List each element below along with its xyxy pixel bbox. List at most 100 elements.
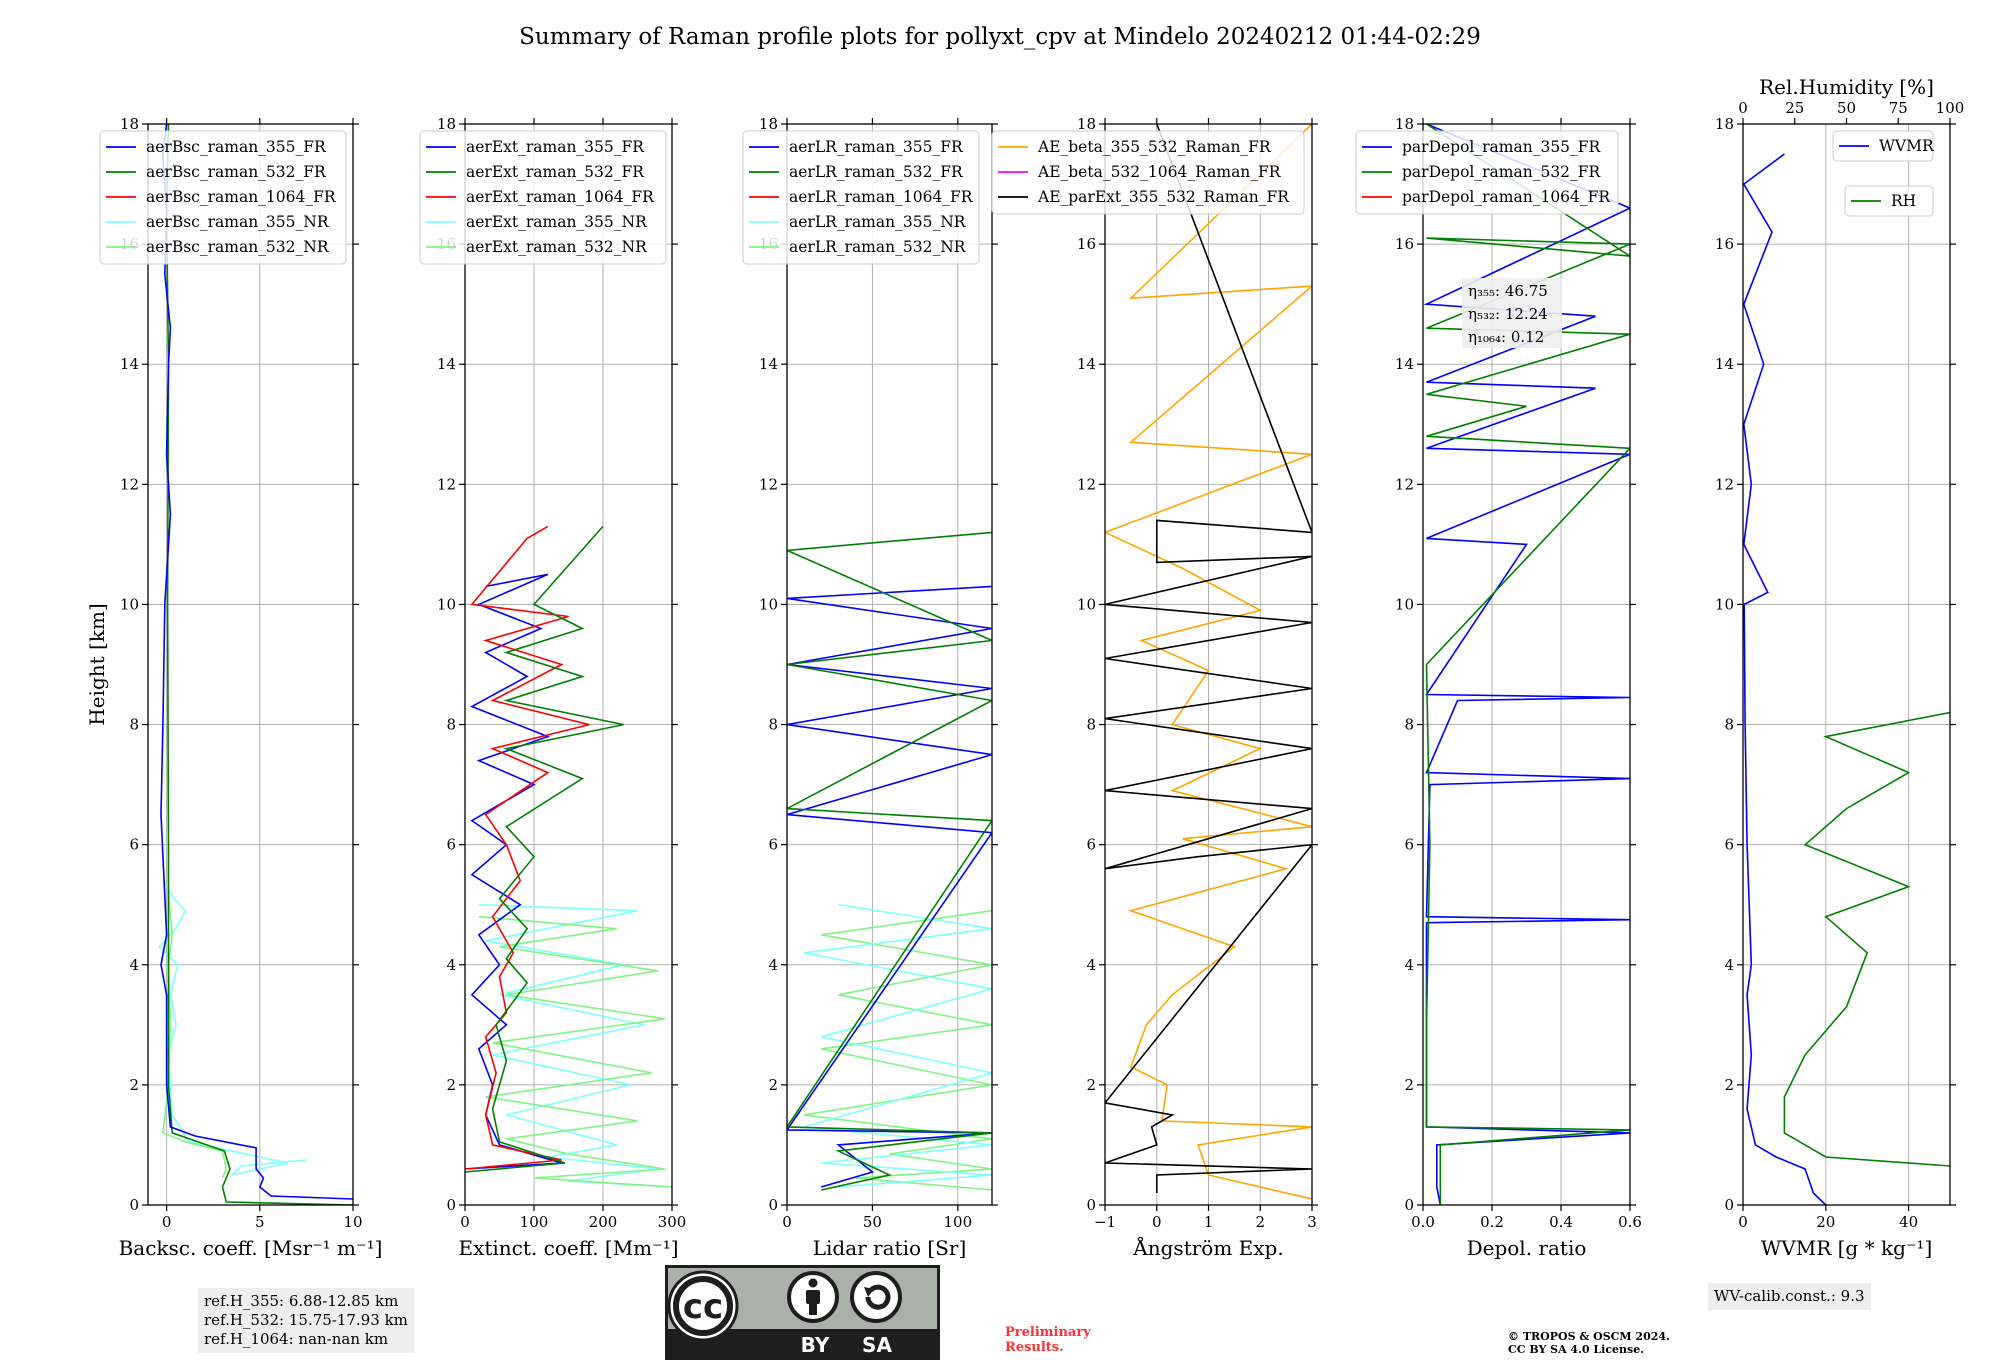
axes-frame [147,123,354,1206]
cc-sa-label: SA [862,1333,892,1357]
x-tick-label: −1 [1094,1213,1116,1231]
x-tick-label: 0.4 [1549,1213,1573,1231]
series-line-pardepol-raman-532-fr [1425,124,1630,1205]
y-tick-label: 18 [120,115,139,133]
legend-label: aerBsc_raman_355_FR [146,138,327,156]
figure-title: Summary of Raman profile plots for polly… [519,24,1481,50]
axes-frame [1422,123,1631,1206]
x-axis-label: Ångström Exp. [1132,1235,1283,1260]
y-tick-label: 6 [768,836,778,854]
y-tick-label: 4 [129,956,139,974]
series-line-wvmr [1743,153,1827,1205]
y-tick-label: 12 [1077,475,1096,493]
y-tick-label: 8 [1404,716,1414,734]
y-tick-label: 4 [446,956,456,974]
series-line-aerbsc-raman-355-nr [158,880,307,1177]
legend-label: aerLR_raman_1064_FR [789,188,974,206]
wv-calibration-box: WV-calib.const.: 9.3 [1708,1283,1871,1310]
legend-label: parDepol_raman_355_FR [1402,138,1602,156]
x-tick-label: 10 [343,1213,362,1231]
copyright-note: © TROPOS & OSCM 2024. CC BY SA 4.0 Licen… [1508,1330,1670,1356]
axes-frame [464,123,673,1206]
depol-calibration-annotation: η₃₅₅: 46.75 η₅₃₂: 12.24 η₁₀₆₄: 0.12 [1462,278,1562,348]
series-line-aerext-raman-532-fr [465,525,624,1173]
y-tick-label: 6 [1086,836,1096,854]
y-tick-label: 12 [120,475,139,493]
preliminary-results-note: Preliminary Results. [1005,1325,1091,1355]
x-tick-label: 0 [162,1213,172,1231]
ref-h-1064: ref.H_1064: nan-nan km [204,1330,389,1348]
legend-label: RH [1891,192,1916,210]
y-tick-label: 18 [1395,115,1414,133]
y-tick-label: 2 [129,1076,139,1094]
panels: 0510024681012141618Backsc. coeff. [Msr⁻¹… [85,75,1965,1260]
y-tick-label: 16 [1077,235,1096,253]
y-tick-label: 8 [129,716,139,734]
y-tick-label: 14 [1715,355,1734,373]
y-tick-label: 0 [1724,1196,1734,1214]
y-tick-label: 12 [437,475,456,493]
axes-frame [1742,123,1951,1206]
x-tick-label: 40 [1899,1213,1918,1231]
y-tick-label: 18 [1715,115,1734,133]
panel-wvmr: 0 20 40 0 2 4 6 8 10 12 14 16 18 WVMR [g * kg⁻¹] 0 25 50… [1715,75,1965,1260]
series-line-ae-beta-355-532-raman-fr [1105,124,1312,1200]
cc-by-sa-logo: cc BY SA [665,1265,940,1360]
legend: WVMR [1832,130,1935,162]
y-tick-label: 0 [129,1196,139,1214]
panel-lidar_ratio: 050100024681012141618Lidar ratio [Sr]aer… [742,115,998,1260]
y-tick-label: 14 [120,355,139,373]
y-tick-label: 4 [768,956,778,974]
y-tick-label: 12 [1715,475,1734,493]
y-tick-label: 2 [1724,1076,1734,1094]
y-tick-label: 2 [446,1076,456,1094]
y-tick-label: 16 [1715,235,1734,253]
annotation-line: η₃₅₅: 46.75 [1468,282,1548,300]
x-tick-label: 0.2 [1480,1213,1504,1231]
legend: parDepol_raman_355_FR parDepol_raman_532_… [1355,130,1619,215]
top-x-tick-label: 75 [1889,99,1908,117]
y-tick-label: 2 [1086,1076,1096,1094]
top-x-tick-label: 100 [1936,99,1965,117]
y-tick-label: 2 [768,1076,778,1094]
annotation-line: η₅₃₂: 12.24 [1468,305,1548,323]
x-tick-label: 5 [255,1213,265,1231]
legend: AE_beta_355_532_Raman_FR AE_beta_532_1064… [991,130,1305,215]
y-tick-label: 10 [1395,595,1414,613]
series-line-aerlr-raman-532-fr [787,531,992,1191]
x-tick-label: 1 [1204,1213,1214,1231]
y-tick-label: 14 [1077,355,1096,373]
y-tick-label: 10 [1715,595,1734,613]
cc-by-label: BY [801,1333,830,1357]
legend-label: aerExt_raman_532_NR [466,238,648,256]
y-tick-label: 14 [437,355,456,373]
legend-label: aerLR_raman_355_NR [789,213,967,231]
series-line-aerext-raman-1064-fr [465,525,590,1170]
series-line-aerlr-raman-355-nr [803,903,992,1188]
series-line-rh [1783,711,1950,1167]
x-tick-label: 2 [1255,1213,1265,1231]
top-x-tick-label: 25 [1785,99,1804,117]
y-tick-label: 0 [1404,1196,1414,1214]
series-line-aerbsc-raman-355-fr [160,124,353,1200]
legend-label: aerExt_raman_355_NR [466,213,648,231]
x-tick-label: 0 [460,1213,470,1231]
y-tick-label: 12 [759,475,778,493]
legend-label: aerLR_raman_532_FR [789,163,964,181]
y-tick-label: 16 [1395,235,1414,253]
copyright-line-1: © TROPOS & OSCM 2024. [1508,1330,1670,1343]
preliminary-line-2: Results. [1005,1340,1064,1355]
y-tick-label: 8 [446,716,456,734]
x-axis-label: Backsc. coeff. [Msr⁻¹ m⁻¹] [119,1236,383,1260]
legend: RH [1844,185,1934,217]
y-tick-label: 4 [1086,956,1096,974]
legend-label: aerBsc_raman_532_FR [146,163,327,181]
panel-backscatter: 0510024681012141618Backsc. coeff. [Msr⁻¹… [85,115,382,1260]
y-tick-label: 4 [1724,956,1734,974]
y-tick-label: 14 [1395,355,1414,373]
y-tick-label: 2 [1404,1076,1414,1094]
series-line-ae-parext-355-532-raman-fr [1105,124,1312,1193]
y-tick-label: 12 [1395,475,1414,493]
x-tick-label: 20 [1816,1213,1835,1231]
